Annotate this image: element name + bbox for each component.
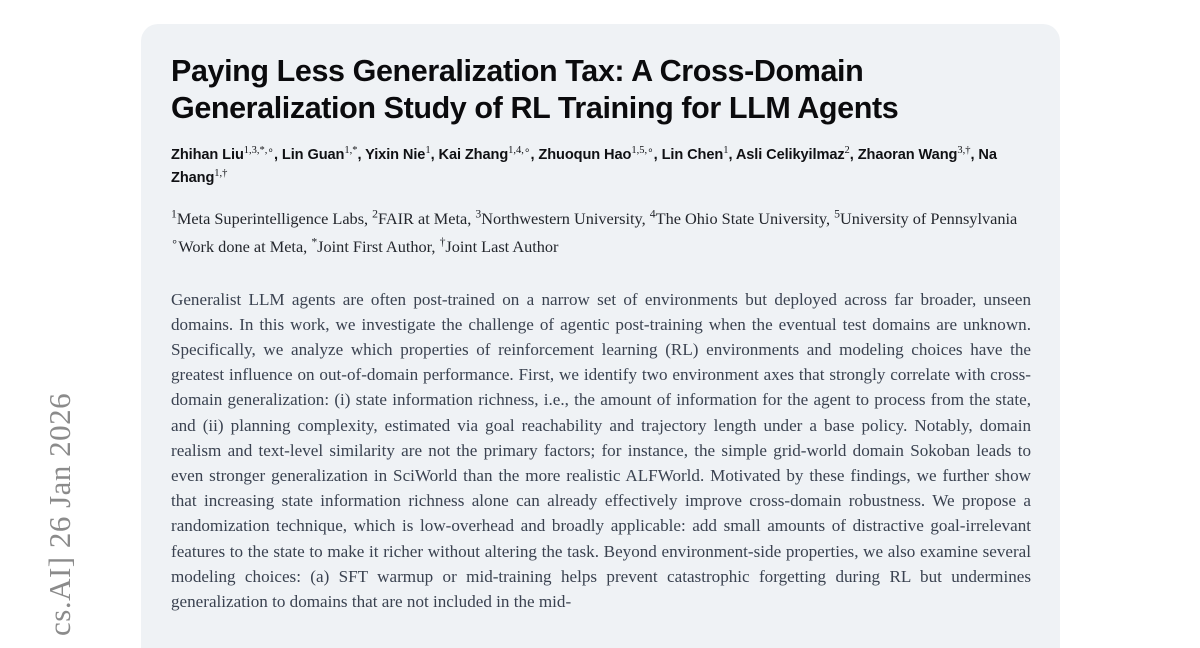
- affiliation-item: 5University of Pennsylvania: [834, 207, 1018, 228]
- affiliation-item: 1Meta Superintelligence Labs: [171, 207, 365, 228]
- separator: ,: [530, 147, 539, 164]
- label-text: Lin Guan: [281, 147, 345, 164]
- superscript-mark: 3,†: [957, 145, 971, 157]
- superscript-mark: 4: [649, 207, 656, 221]
- affiliation-item: 4The Ohio State University: [649, 207, 826, 228]
- affiliation-item: 2FAIR at Meta: [372, 207, 468, 228]
- superscript-mark: 1: [171, 207, 177, 221]
- author-item: Zhaoran Wang3,†: [857, 145, 971, 164]
- author-item: Zhuoqun Hao1,5,∘: [538, 145, 654, 164]
- affiliation-list: 1Meta Superintelligence Labs, 2FAIR at M…: [171, 190, 1031, 230]
- author-item: Yixin Nie1: [365, 145, 431, 164]
- superscript-mark: 5: [834, 207, 840, 221]
- separator: ,: [430, 147, 439, 164]
- label-text: Yixin Nie: [365, 147, 426, 164]
- label-text: Na Zhang: [171, 147, 997, 187]
- separator: ,: [467, 208, 476, 228]
- label-text: The Ohio State University: [655, 208, 826, 228]
- author-item: Zhihan Liu1,3,*,∘: [171, 145, 274, 164]
- label-text: Work done at Meta: [178, 236, 304, 256]
- separator: ,: [849, 147, 858, 164]
- separator: ,: [825, 208, 835, 228]
- author-item: Lin Chen1: [661, 145, 729, 164]
- label-text: Joint First Author: [317, 236, 432, 256]
- label-text: Meta Superintelligence Labs: [176, 208, 365, 228]
- author-footnote-item: ∘Work done at Meta: [171, 235, 304, 256]
- label-text: Northwestern University: [481, 208, 642, 228]
- author-footnote-item: †Joint Last Author: [439, 235, 559, 256]
- separator: ,: [641, 208, 650, 228]
- label-text: Zhihan Liu: [171, 147, 244, 164]
- label-text: Lin Chen: [661, 147, 724, 164]
- separator: ,: [653, 147, 662, 164]
- superscript-mark: 1,†: [214, 168, 228, 180]
- abstract-section: Generalist LLM agents are often post-tra…: [171, 258, 1031, 615]
- superscript-mark: ∘: [171, 235, 179, 249]
- author-item: Asli Celikyilmaz2: [735, 145, 850, 164]
- label-text: University of Pennsylvania: [839, 208, 1018, 228]
- page-title: Paying Less Generalization Tax: A Cross-…: [171, 24, 1031, 127]
- label-text: Zhaoran Wang: [857, 147, 958, 164]
- separator: ,: [970, 147, 979, 164]
- superscript-mark: 1: [723, 145, 729, 157]
- superscript-mark: 2: [372, 207, 379, 221]
- author-list: Zhihan Liu1,3,*,∘, Lin Guan1,*, Yixin Ni…: [171, 127, 1031, 189]
- page-title-line-1: Paying Less Generalization Tax: A Cross-…: [171, 54, 864, 88]
- label-text: Asli Celikyilmaz: [735, 147, 845, 164]
- paper-page-card: Paying Less Generalization Tax: A Cross-…: [141, 24, 1060, 648]
- affiliation-item: 3Northwestern University: [475, 207, 642, 228]
- separator: ,: [303, 236, 312, 256]
- separator: ,: [728, 147, 736, 164]
- page-title-line-2: Generalization Study of RL Training for …: [171, 91, 899, 126]
- superscript-mark: 2: [844, 145, 850, 157]
- superscript-mark: †: [439, 235, 446, 249]
- superscript-mark: 1: [425, 145, 431, 157]
- author-item: Kai Zhang1,4,∘: [438, 145, 531, 164]
- label-text: FAIR at Meta: [378, 208, 468, 228]
- separator: ,: [273, 147, 282, 164]
- superscript-mark: 1,4,∘: [508, 145, 531, 157]
- separator: ,: [431, 236, 440, 256]
- author-footnote-item: *Joint First Author: [311, 235, 432, 256]
- separator: ,: [364, 208, 373, 228]
- label-text: Joint Last Author: [445, 236, 559, 256]
- author-item: Na Zhang1,†: [171, 147, 997, 186]
- arxiv-identifier-stamp: cs.AI] 26 Jan 2026: [42, 392, 77, 636]
- label-text: Zhuoqun Hao: [538, 147, 632, 164]
- author-footnote-list: ∘Work done at Meta, *Joint First Author,…: [171, 230, 1031, 258]
- superscript-mark: 1,3,*,∘: [243, 145, 274, 157]
- superscript-mark: *: [311, 235, 318, 249]
- abstract-text: Generalist LLM agents are often post-tra…: [171, 289, 1031, 612]
- paper-content: Paying Less Generalization Tax: A Cross-…: [171, 24, 1031, 614]
- separator: ,: [357, 147, 366, 164]
- superscript-mark: 1,5,∘: [631, 145, 654, 157]
- author-item: Lin Guan1,*: [281, 145, 358, 164]
- label-text: Kai Zhang: [438, 147, 509, 164]
- superscript-mark: 3: [475, 207, 482, 221]
- superscript-mark: 1,*: [344, 145, 358, 157]
- arxiv-margin: cs.AI] 26 Jan 2026: [0, 0, 141, 648]
